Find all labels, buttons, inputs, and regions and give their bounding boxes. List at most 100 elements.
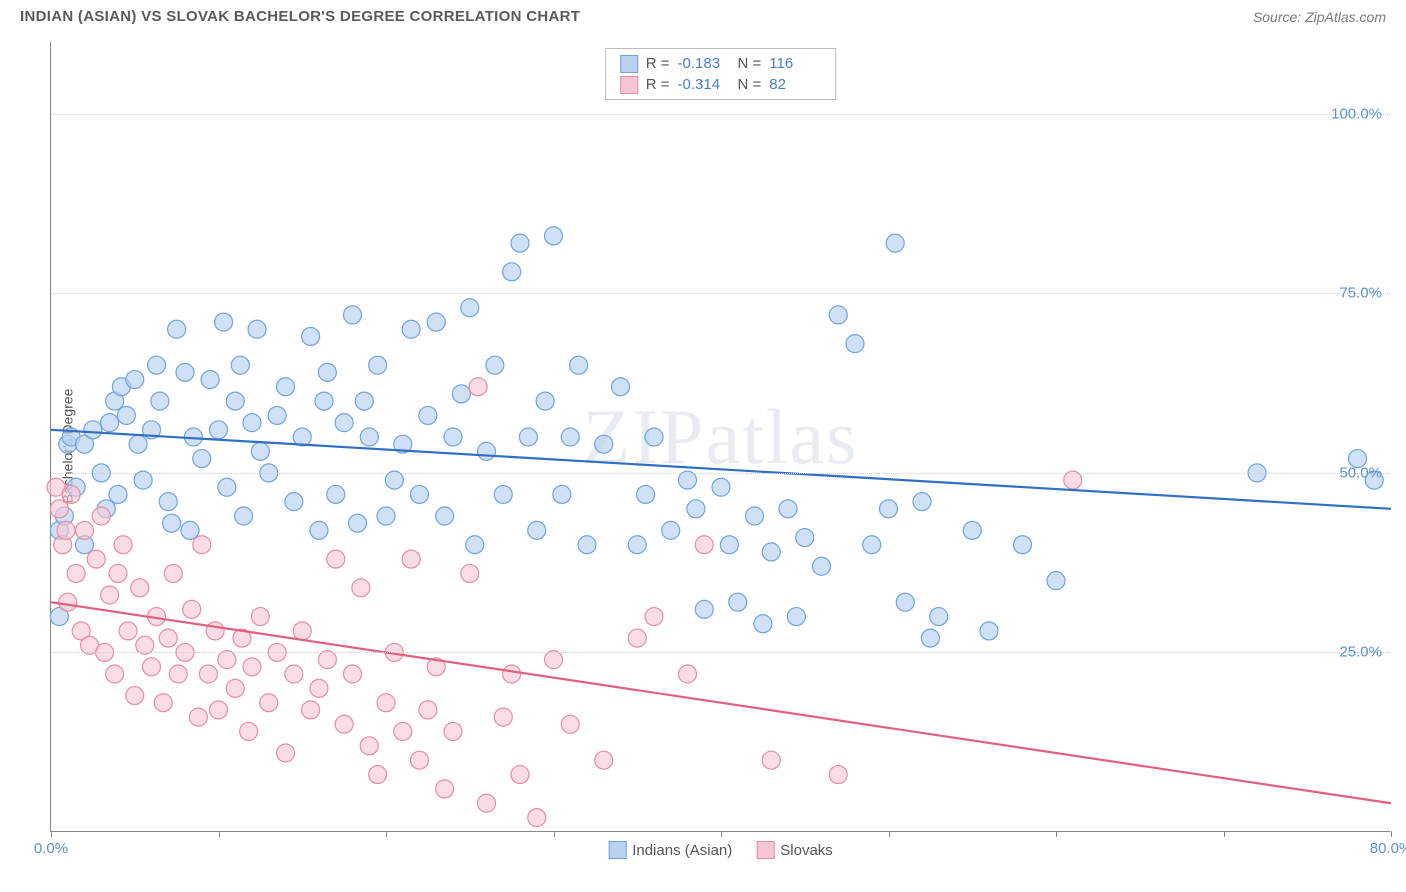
x-tick — [1056, 831, 1057, 837]
data-point — [645, 428, 663, 446]
data-point — [360, 428, 378, 446]
data-point — [293, 622, 311, 640]
data-point — [553, 485, 571, 503]
legend-item: Slovaks — [756, 841, 833, 859]
data-point — [754, 615, 772, 633]
data-point — [318, 363, 336, 381]
data-point — [578, 536, 596, 554]
x-tick — [1391, 831, 1392, 837]
data-point — [461, 564, 479, 582]
data-point — [235, 507, 253, 525]
data-point — [561, 715, 579, 733]
data-point — [344, 665, 362, 683]
data-point — [980, 622, 998, 640]
data-point — [148, 356, 166, 374]
data-point — [863, 536, 881, 554]
data-point — [193, 450, 211, 468]
data-point — [729, 593, 747, 611]
data-point — [963, 521, 981, 539]
data-point — [886, 234, 904, 252]
data-point — [169, 665, 187, 683]
data-point — [595, 435, 613, 453]
data-point — [921, 629, 939, 647]
data-point — [494, 708, 512, 726]
x-tick — [1224, 831, 1225, 837]
data-point — [829, 766, 847, 784]
trend-line — [51, 602, 1391, 803]
data-point — [436, 780, 454, 798]
data-point — [218, 478, 236, 496]
data-point — [762, 751, 780, 769]
data-point — [637, 485, 655, 503]
data-point — [436, 507, 454, 525]
data-point — [545, 227, 563, 245]
data-point — [612, 378, 630, 396]
data-point — [76, 521, 94, 539]
data-point — [503, 665, 521, 683]
legend-label: Indians (Asian) — [632, 842, 732, 859]
data-point — [199, 665, 217, 683]
data-point — [176, 363, 194, 381]
data-point — [1014, 536, 1032, 554]
data-point — [183, 600, 201, 618]
data-point — [215, 313, 233, 331]
data-point — [662, 521, 680, 539]
data-point — [536, 392, 554, 410]
data-point — [528, 521, 546, 539]
data-point — [402, 550, 420, 568]
data-point — [251, 608, 269, 626]
data-point — [377, 694, 395, 712]
data-point — [511, 234, 529, 252]
trend-line — [51, 430, 1391, 509]
data-point — [129, 435, 147, 453]
data-point — [419, 406, 437, 424]
data-point — [168, 320, 186, 338]
data-point — [101, 414, 119, 432]
data-point — [248, 320, 266, 338]
data-point — [57, 521, 75, 539]
data-point — [369, 766, 387, 784]
x-tick — [554, 831, 555, 837]
data-point — [369, 356, 387, 374]
data-point — [349, 514, 367, 532]
data-point — [829, 306, 847, 324]
data-point — [240, 722, 258, 740]
x-tick-label: 0.0% — [34, 840, 68, 857]
data-point — [452, 385, 470, 403]
data-point — [126, 371, 144, 389]
data-point — [92, 507, 110, 525]
data-point — [846, 335, 864, 353]
data-point — [143, 658, 161, 676]
legend-swatch — [756, 841, 774, 859]
data-point — [310, 679, 328, 697]
data-point — [62, 485, 80, 503]
data-point — [344, 306, 362, 324]
data-point — [427, 313, 445, 331]
data-point — [528, 809, 546, 827]
data-point — [327, 550, 345, 568]
data-point — [181, 521, 199, 539]
data-point — [519, 428, 537, 446]
data-point — [193, 536, 211, 554]
data-point — [478, 442, 496, 460]
data-point — [163, 514, 181, 532]
data-point — [444, 428, 462, 446]
bottom-legend: Indians (Asian) Slovaks — [608, 841, 833, 859]
data-point — [302, 327, 320, 345]
data-point — [930, 608, 948, 626]
data-point — [779, 500, 797, 518]
data-point — [469, 378, 487, 396]
data-point — [746, 507, 764, 525]
data-point — [503, 263, 521, 281]
data-point — [315, 392, 333, 410]
y-tick-label: 100.0% — [1331, 105, 1382, 122]
data-point — [411, 751, 429, 769]
scatter-plot-svg — [51, 42, 1390, 831]
y-tick-label: 50.0% — [1339, 464, 1382, 481]
data-point — [419, 701, 437, 719]
data-point — [226, 679, 244, 697]
data-point — [154, 694, 172, 712]
data-point — [335, 414, 353, 432]
data-point — [277, 378, 295, 396]
data-point — [59, 593, 77, 611]
